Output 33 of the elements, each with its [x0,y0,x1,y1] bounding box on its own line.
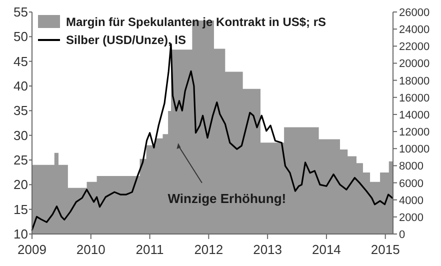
y-tick-label: 40 [14,78,28,94]
y2-tick-label: 6000 [399,178,424,190]
y2-tick-label: 20000 [399,58,430,70]
x-tick-label: 2015 [370,242,400,257]
y2-tick-label: 2000 [399,212,424,224]
annotation: Winzige Erhöhung! [168,190,286,206]
y-tick-label: 10 [14,226,28,242]
y-tick-label: 35 [14,103,28,118]
y-tick-label: 25 [14,152,28,168]
x-tick-label: 2011 [136,242,164,257]
y2-tick-label: 10000 [399,144,430,156]
y2-tick-label: 0 [399,229,406,241]
y2-tick-label: 12000 [399,126,430,139]
y2-tick-label: 8000 [399,160,424,173]
y-tick-label: 30 [14,128,28,143]
x-tick-label: 2010 [76,242,106,257]
y2-tick-label: 26000 [399,7,430,19]
y-tick-label: 15 [14,202,28,217]
y-tick-label: 55 [14,4,28,20]
y2-tick-label: 22000 [399,41,430,54]
y2-tick-label: 14000 [399,109,430,122]
y-tick-label: 45 [14,54,28,69]
y2-tick-label: 24000 [399,24,430,36]
y-tick-label: 50 [14,29,28,44]
y2-tick-label: 16000 [399,92,430,104]
legend-label: Silber (USD/Unze), lS [66,33,186,47]
x-tick-label: 2014 [312,242,341,257]
x-tick-label: 2009 [18,242,46,257]
y2-tick-label: 4000 [399,194,424,207]
y-tick-label: 20 [14,177,28,192]
x-tick-label: 2012 [194,242,224,257]
x-tick-label: 2013 [253,242,282,257]
y2-tick-label: 18000 [399,75,430,88]
